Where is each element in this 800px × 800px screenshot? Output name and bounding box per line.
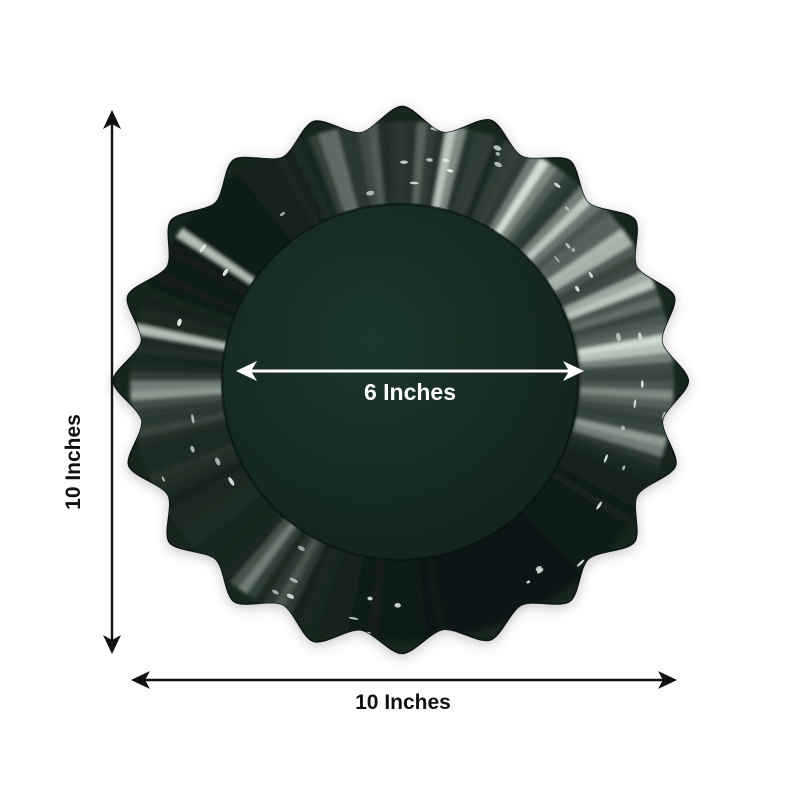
svg-text:6 Inches: 6 Inches	[364, 379, 456, 405]
svg-text:10 Inches: 10 Inches	[355, 691, 451, 714]
svg-text:10 Inches: 10 Inches	[62, 414, 85, 510]
